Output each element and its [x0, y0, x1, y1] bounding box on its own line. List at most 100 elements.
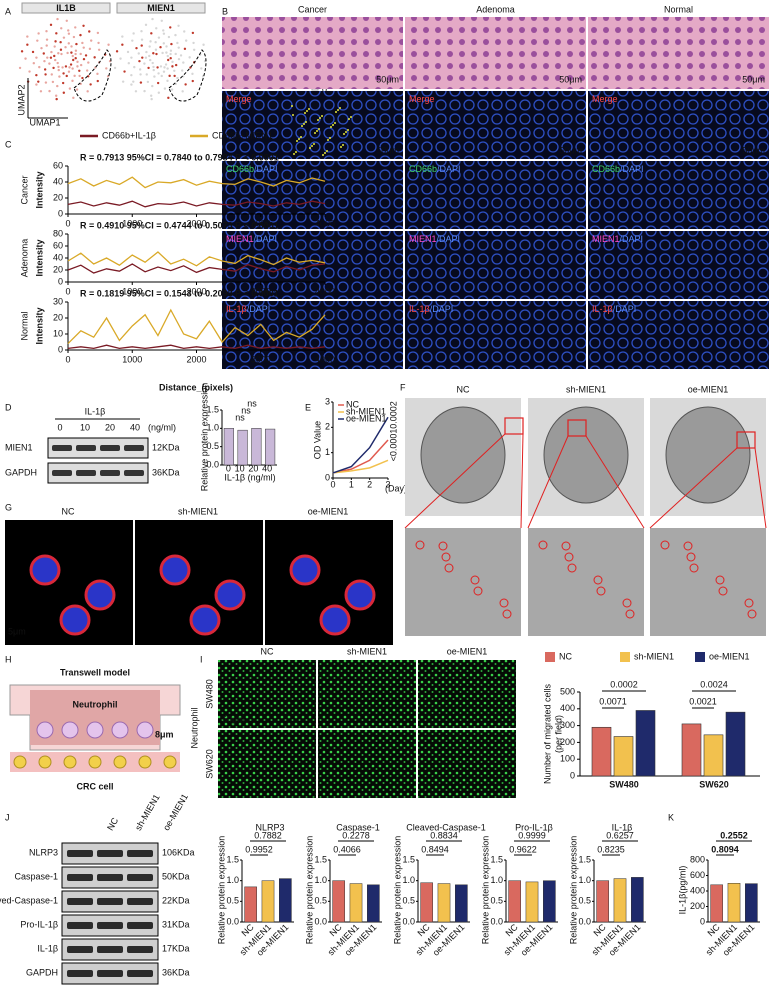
- umap-cell: [162, 70, 166, 73]
- neutrophil: [61, 721, 79, 739]
- x-label: (Day): [385, 483, 407, 493]
- dose-label: 0: [57, 422, 62, 432]
- umap-cell: [121, 43, 124, 46]
- umap-cell: [192, 41, 195, 45]
- umap-cell: [164, 63, 168, 66]
- diagram-label: Neutrophil: [73, 699, 118, 709]
- umap-cell: [75, 88, 79, 91]
- umap-cell: [45, 30, 48, 33]
- panel-header: [21, 2, 111, 14]
- umap-cell: [154, 48, 158, 51]
- umap-cell: [76, 65, 79, 68]
- umap-cell: [177, 24, 180, 27]
- umap-cell: [182, 75, 185, 78]
- signal: [327, 139, 329, 141]
- umap-cell: [18, 66, 22, 70]
- umap-cell: [81, 76, 84, 80]
- p-label: 0.8494: [421, 844, 449, 854]
- x-tick-label: 0: [65, 218, 70, 228]
- blot-band: [127, 970, 153, 977]
- stain-part: CD66b: [226, 164, 254, 174]
- mito-marker: [470, 575, 480, 585]
- crc-cell: [88, 755, 102, 769]
- bar: [681, 723, 702, 777]
- umap-cell: [71, 79, 74, 83]
- umap-cell: [126, 50, 130, 54]
- mito-marker: [622, 598, 632, 608]
- y-tick-label: 1.0: [402, 875, 415, 885]
- umap-cell: [184, 39, 188, 42]
- p-label: 0.8235: [597, 844, 625, 854]
- mito-marker: [593, 575, 603, 585]
- bar: [745, 883, 758, 923]
- umap-cell: [155, 27, 158, 30]
- group-label: Adenoma: [19, 239, 29, 278]
- umap-cell: [151, 17, 154, 21]
- bar: [543, 880, 556, 923]
- p-label: 0.2278: [342, 830, 370, 840]
- umap-cell: [169, 57, 172, 60]
- signal: [308, 108, 310, 110]
- signal: [335, 111, 337, 113]
- y-label: Intensity: [34, 307, 44, 344]
- blot-band: [67, 850, 93, 857]
- y-tick-label: 0.0: [490, 916, 503, 926]
- signal: [306, 110, 308, 112]
- umap-cell: [82, 57, 86, 61]
- y-label: Relative protein expression: [480, 836, 490, 945]
- crc-cell: [38, 755, 52, 769]
- blot-band: [52, 445, 72, 451]
- signal: [343, 133, 345, 135]
- umap-cell: [138, 68, 142, 71]
- umap-cell: [133, 65, 136, 69]
- umap-cell: [76, 60, 79, 64]
- umap-cell: [176, 76, 179, 80]
- series-line: [332, 439, 389, 474]
- mito-marker: [561, 541, 571, 551]
- legend-label: NC: [346, 399, 359, 409]
- neutrophil: [86, 721, 104, 739]
- x-tick-label: 4000: [315, 218, 335, 228]
- y-tick-label: 40: [53, 176, 63, 186]
- p-label: 0.6257: [606, 830, 634, 840]
- stat-text: R = 0.7913 95%CI = 0.7840 to 0.7984 P < …: [80, 152, 279, 162]
- stain-label: CD66b/DAPI: [409, 164, 461, 174]
- signal: [345, 131, 347, 133]
- umap-cell: [166, 54, 169, 58]
- umap-cell: [143, 62, 146, 65]
- row-label: SW480: [204, 679, 214, 709]
- stain-label: CD66b/DAPI: [226, 164, 278, 174]
- mito-marker: [415, 540, 425, 550]
- umap-cell: [188, 56, 191, 59]
- blot-label: Cleaved-Caspase-1: [0, 895, 58, 905]
- stain-part: /DAPI: [437, 164, 461, 174]
- umap-cell: [75, 42, 78, 46]
- stain-part: /DAPI: [437, 234, 461, 244]
- umap-cell: [141, 56, 144, 59]
- blot-band: [127, 850, 153, 857]
- umap-cell: [144, 23, 148, 27]
- x-tick-label: 3000: [251, 286, 271, 296]
- stain-part: /DAPI: [430, 304, 454, 314]
- umap-cell: [39, 90, 43, 93]
- x-tick-label: 1000: [122, 354, 142, 364]
- stain-label: IL-1β/DAPI: [226, 304, 270, 314]
- umap-cell: [88, 30, 91, 33]
- y-label: Relative protein expression: [568, 836, 578, 945]
- umap-cell: [139, 73, 142, 76]
- cell: [84, 579, 116, 611]
- if-image: [318, 730, 416, 798]
- panel-label: I: [200, 654, 203, 664]
- umap-cell: [182, 61, 185, 64]
- umap-cell: [69, 63, 73, 66]
- blot: [47, 437, 149, 459]
- group-label: Cancer: [19, 175, 29, 204]
- blot-label: NLRP3: [29, 847, 58, 857]
- umap-cell: [57, 52, 60, 55]
- blot-band: [124, 470, 144, 476]
- bar: [223, 428, 234, 466]
- umap-cell: [137, 52, 140, 55]
- umap-cell: [57, 65, 60, 69]
- bar: [596, 880, 609, 923]
- stain-label: CD66b/DAPI: [592, 164, 644, 174]
